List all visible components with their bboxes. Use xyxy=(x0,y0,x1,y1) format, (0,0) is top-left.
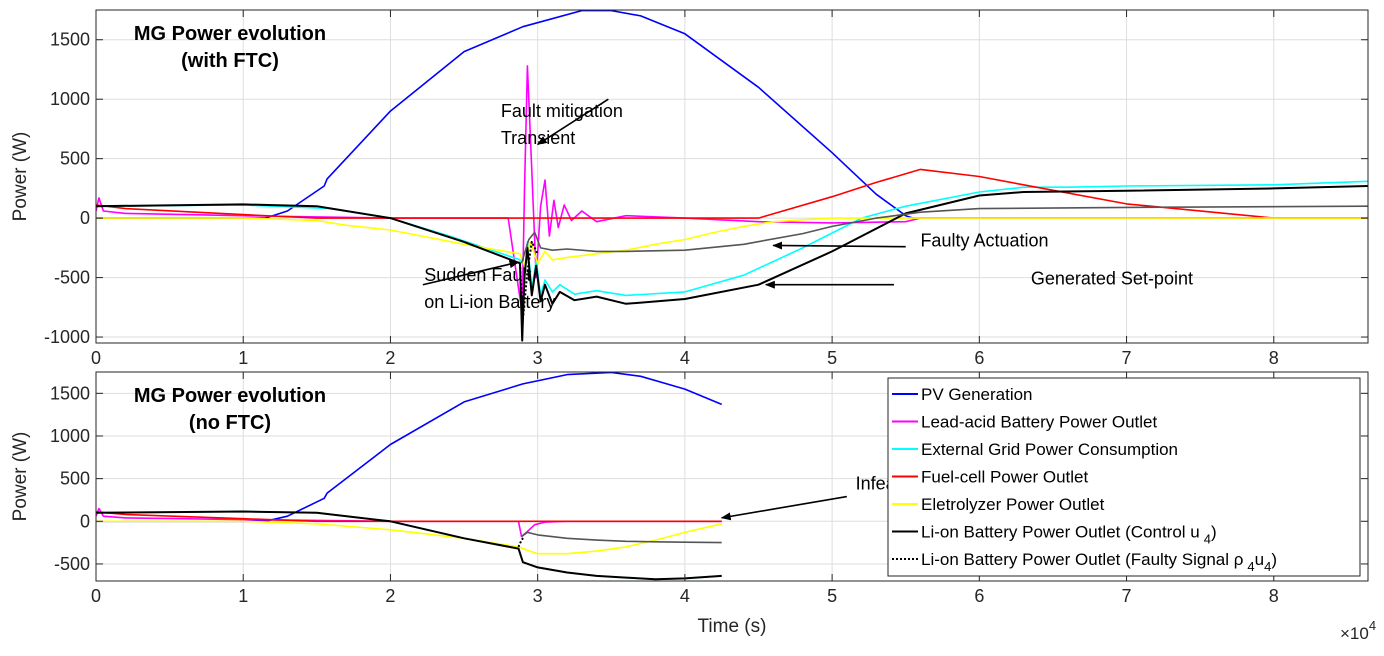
x-tick-label: 5 xyxy=(827,586,837,606)
x-tick-label: 1 xyxy=(238,348,248,368)
x-exponent: ×104 xyxy=(1340,618,1376,643)
legend-label-sub: 4 xyxy=(1247,559,1254,574)
legend-label-main: PV Generation xyxy=(921,385,1033,404)
x-tick-label: 4 xyxy=(680,586,690,606)
y-tick-label: 1000 xyxy=(50,89,90,109)
y-tick-label: -1000 xyxy=(44,327,90,347)
legend-label-end: ) xyxy=(1211,523,1217,542)
annotation-text: Sudden Fault xyxy=(424,265,531,285)
legend-label-main: Li-on Battery Power Outlet (Control u xyxy=(921,523,1200,542)
series-line-6 xyxy=(96,185,1368,342)
x-exponent-power: 4 xyxy=(1369,618,1376,633)
legend-label-main: Fuel-cell Power Outlet xyxy=(921,468,1089,487)
legend-label: Fuel-cell Power Outlet xyxy=(921,468,1089,487)
y-tick-label: 0 xyxy=(80,511,90,531)
series-line-6 xyxy=(96,510,722,581)
legend-label-main: Eletrolyzer Power Outlet xyxy=(921,495,1105,514)
x-tick-label: 3 xyxy=(533,586,543,606)
series-line-5 xyxy=(96,217,1368,267)
legend-label-end: ) xyxy=(1271,550,1277,569)
y-tick-label: 1000 xyxy=(50,426,90,446)
panel-subtitle: (with FTC) xyxy=(181,50,279,72)
annotation-text: Transient xyxy=(501,128,575,148)
x-tick-label: 5 xyxy=(827,348,837,368)
axes-box xyxy=(95,371,1369,582)
x-tick-label: 6 xyxy=(974,348,984,368)
legend-label-mid: u xyxy=(1255,550,1264,569)
annotation-text: Fault mitigation xyxy=(501,101,623,121)
y-axis-label: Power (W) xyxy=(10,132,31,222)
legend-box xyxy=(887,377,1361,577)
x-tick-label: 8 xyxy=(1269,586,1279,606)
series-line-7 xyxy=(519,240,539,321)
series-line-4 xyxy=(96,168,1368,219)
x-tick-label: 0 xyxy=(91,348,101,368)
y-tick-label: 1500 xyxy=(50,30,90,50)
series-line-8 xyxy=(520,205,1368,264)
x-tick-label: 7 xyxy=(1122,586,1132,606)
legend-label: External Grid Power Consumption xyxy=(921,440,1178,459)
x-tick-label: 6 xyxy=(974,586,984,606)
x-tick-label: 2 xyxy=(385,586,395,606)
y-axis-label: Power (W) xyxy=(10,432,31,522)
plot-area xyxy=(96,10,1368,343)
x-tick-label: 7 xyxy=(1122,348,1132,368)
y-tick-label: 500 xyxy=(60,469,90,489)
annotation-arrow xyxy=(536,98,609,146)
panel-1: 0 1 2 3 4 5 6 7 8 -1000 -500 0 500 1000 1500 Power (W) M… xyxy=(10,9,1369,368)
x-tick-label: 4 xyxy=(680,348,690,368)
annotation-arrow xyxy=(772,241,906,250)
legend-label: Lead-acid Battery Power Outlet xyxy=(921,413,1158,432)
legend-label-main: Lead-acid Battery Power Outlet xyxy=(921,413,1158,432)
panel-subtitle: (no FTC) xyxy=(189,412,271,434)
panel-title: MG Power evolution xyxy=(134,23,326,45)
y-tick-label: 0 xyxy=(80,208,90,228)
annotation-text: Generated Set-point xyxy=(1031,269,1193,289)
annotation-text: on Li-ion Battery xyxy=(424,292,555,312)
axes-box xyxy=(95,9,1369,344)
legend-label: Eletrolyzer Power Outlet xyxy=(921,495,1105,514)
legend-label: Li-on Battery Power Outlet (Control u 4) xyxy=(921,523,1217,547)
legend-label-sub2: 4 xyxy=(1264,559,1271,574)
x-tick-label: 1 xyxy=(238,586,248,606)
legend-label-sub: 4 xyxy=(1204,532,1211,547)
x-tick-label: 2 xyxy=(385,348,395,368)
panel-title: MG Power evolution xyxy=(134,385,326,407)
x-tick-label: 3 xyxy=(533,348,543,368)
legend-label-main: External Grid Power Consumption xyxy=(921,440,1178,459)
y-tick-label: 1500 xyxy=(50,383,90,403)
legend-label: Li-on Battery Power Outlet (Faulty Signa… xyxy=(921,550,1277,574)
x-tick-label: 8 xyxy=(1269,348,1279,368)
legend: PV Generation Lead-acid Battery Power Out… xyxy=(887,377,1361,577)
annotation-text: Faulty Actuation xyxy=(920,231,1048,251)
series-line-4 xyxy=(96,511,722,523)
y-tick-label: -500 xyxy=(54,554,90,574)
series-line-3 xyxy=(96,180,1368,338)
x-tick-label: 0 xyxy=(91,586,101,606)
y-tick-label: -500 xyxy=(54,268,90,288)
annotation-arrow xyxy=(422,260,520,286)
x-exponent-base: ×10 xyxy=(1340,624,1369,643)
legend-label: PV Generation xyxy=(921,385,1033,404)
annotation-arrow xyxy=(720,495,847,521)
series-line-8 xyxy=(521,531,722,544)
y-tick-label: 500 xyxy=(60,149,90,169)
legend-label-main: Li-on Battery Power Outlet (Faulty Signa… xyxy=(921,550,1243,569)
x-axis-label: Time (s) xyxy=(698,616,767,637)
